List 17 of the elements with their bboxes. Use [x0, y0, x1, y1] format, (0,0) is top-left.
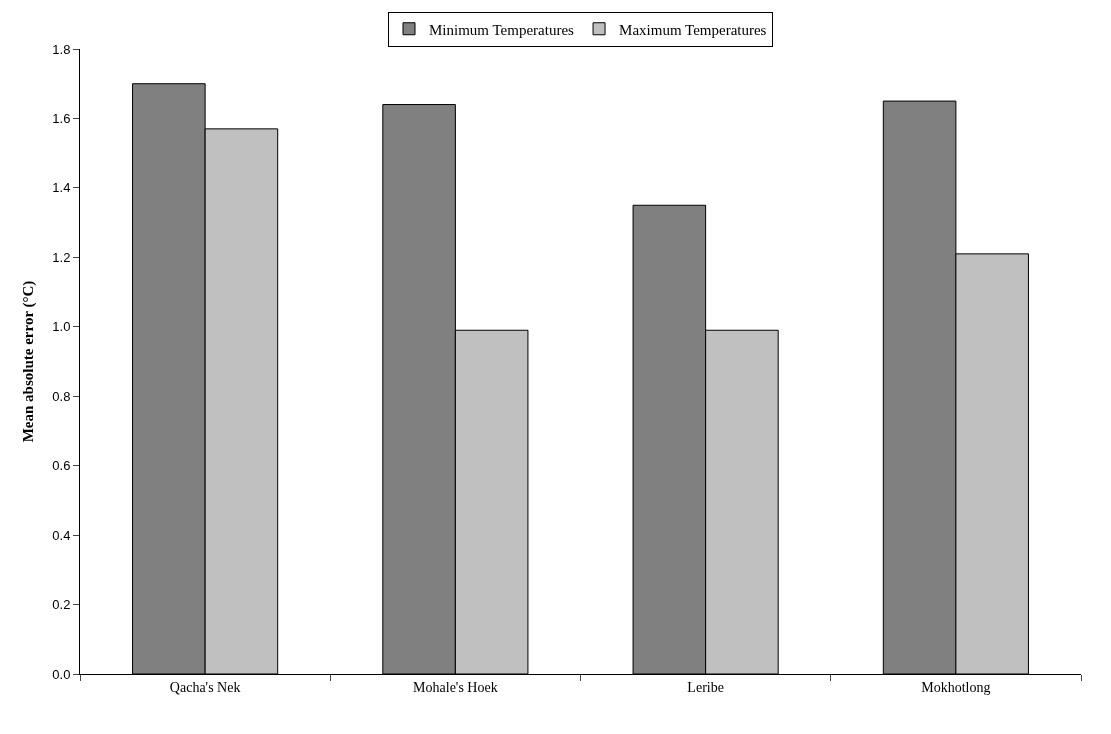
x-tick-label: Mokhotlong — [921, 679, 991, 695]
y-tick-label: 0.8 — [52, 388, 71, 404]
x-tick-label: Qacha's Nek — [169, 679, 241, 695]
y-tick-label: 0.2 — [52, 597, 71, 613]
x-tick-label: Leribe — [687, 679, 724, 695]
y-tick-label: 1.2 — [52, 249, 71, 265]
text: 0.0 — [52, 666, 71, 682]
y-tick-label: 1.8 — [52, 41, 71, 57]
y-axis-title: Mean absolute error (°C) — [19, 280, 37, 443]
legend-label: Maximum Temperatures — [619, 21, 767, 38]
y-tick-label: 0.6 — [52, 458, 71, 474]
y-tick-label: 1.6 — [52, 110, 71, 126]
y-tick-label: 1.4 — [52, 180, 71, 196]
legend-label: Minimum Temperatures — [429, 21, 575, 38]
x-tick-label: Mohale's Hoek — [413, 679, 498, 695]
y-tick-label: 0.4 — [52, 527, 71, 543]
text: 1.0 — [52, 319, 71, 335]
